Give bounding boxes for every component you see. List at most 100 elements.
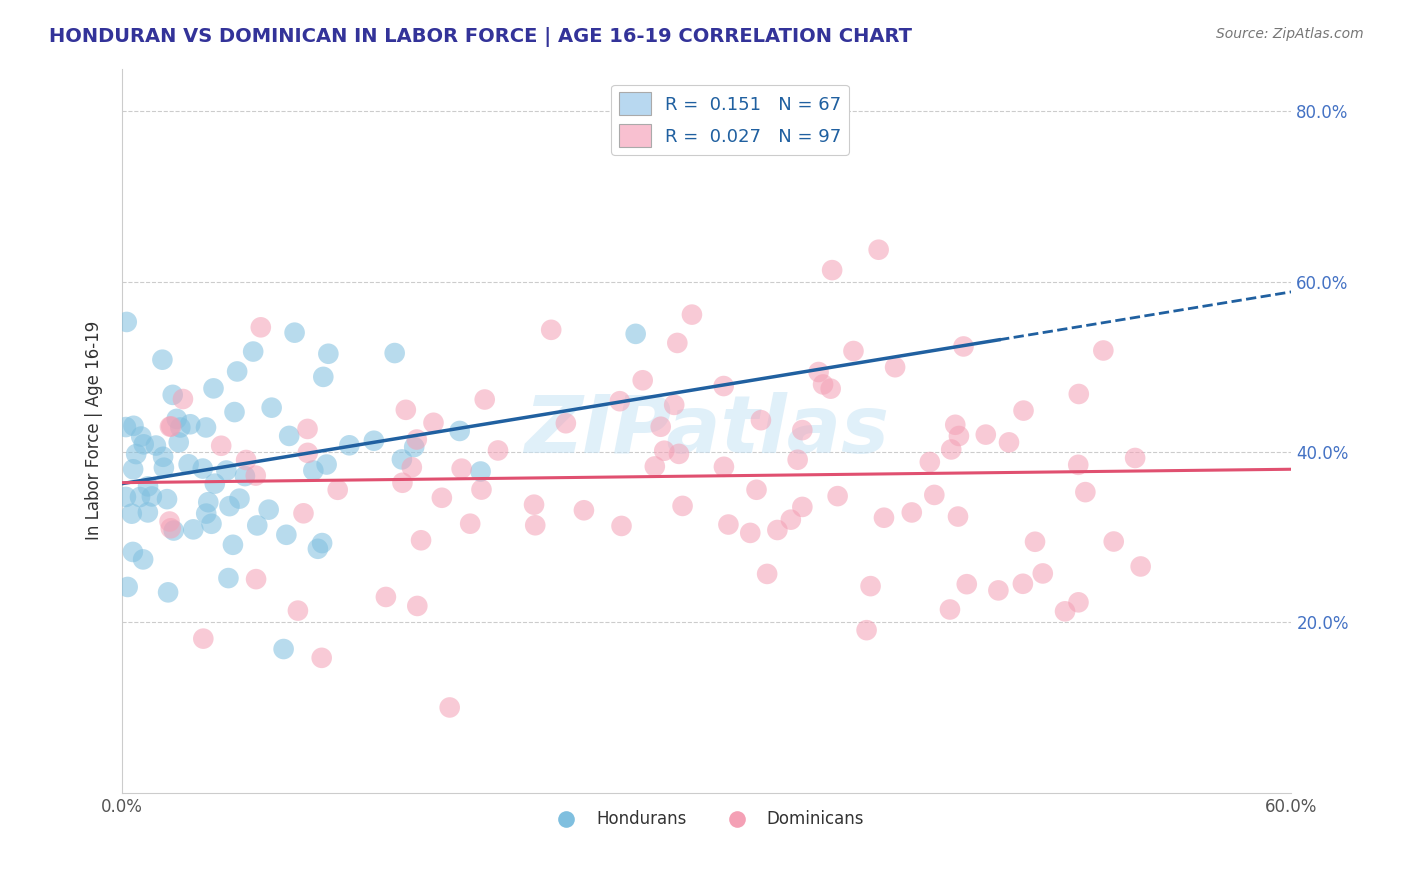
Point bbox=[1032, 566, 1054, 581]
Point bbox=[122, 418, 145, 433]
Point bbox=[631, 373, 654, 387]
Point bbox=[1123, 450, 1146, 465]
Point bbox=[249, 320, 271, 334]
Point bbox=[766, 523, 789, 537]
Point bbox=[430, 491, 453, 505]
Point bbox=[163, 524, 186, 538]
Point bbox=[713, 459, 735, 474]
Point bbox=[1102, 534, 1125, 549]
Point bbox=[749, 413, 772, 427]
Point bbox=[554, 416, 576, 430]
Point bbox=[1067, 387, 1090, 401]
Point bbox=[156, 492, 179, 507]
Point bbox=[311, 650, 333, 665]
Point bbox=[943, 417, 966, 432]
Point bbox=[395, 402, 418, 417]
Point bbox=[260, 401, 283, 415]
Point bbox=[666, 335, 689, 350]
Point bbox=[179, 417, 201, 432]
Point bbox=[470, 465, 492, 479]
Legend: Hondurans, Dominicans: Hondurans, Dominicans bbox=[543, 804, 870, 835]
Text: Source: ZipAtlas.com: Source: ZipAtlas.com bbox=[1216, 27, 1364, 41]
Text: HONDURAN VS DOMINICAN IN LABOR FORCE | AGE 16-19 CORRELATION CHART: HONDURAN VS DOMINICAN IN LABOR FORCE | A… bbox=[49, 27, 912, 46]
Point bbox=[197, 495, 219, 509]
Point bbox=[820, 382, 842, 396]
Point bbox=[807, 365, 830, 379]
Point bbox=[1053, 604, 1076, 618]
Point bbox=[125, 447, 148, 461]
Point bbox=[284, 326, 307, 340]
Point bbox=[326, 483, 349, 497]
Point bbox=[842, 344, 865, 359]
Point bbox=[297, 422, 319, 436]
Point bbox=[1012, 403, 1035, 417]
Point bbox=[391, 452, 413, 467]
Point bbox=[159, 521, 181, 535]
Point bbox=[297, 446, 319, 460]
Point bbox=[115, 420, 138, 434]
Point bbox=[391, 475, 413, 490]
Point bbox=[302, 463, 325, 477]
Point bbox=[257, 502, 280, 516]
Point bbox=[204, 476, 226, 491]
Point bbox=[668, 447, 690, 461]
Point bbox=[855, 623, 877, 637]
Point bbox=[209, 439, 232, 453]
Point bbox=[572, 503, 595, 517]
Point bbox=[311, 536, 333, 550]
Text: ZIPatlas: ZIPatlas bbox=[524, 392, 889, 469]
Point bbox=[609, 394, 631, 409]
Point bbox=[486, 443, 509, 458]
Point bbox=[122, 462, 145, 476]
Point bbox=[671, 499, 693, 513]
Point bbox=[1012, 576, 1035, 591]
Point bbox=[652, 443, 675, 458]
Point bbox=[740, 525, 762, 540]
Point bbox=[650, 419, 672, 434]
Point bbox=[218, 499, 240, 513]
Point bbox=[117, 580, 139, 594]
Point bbox=[152, 450, 174, 464]
Point bbox=[449, 424, 471, 438]
Point bbox=[884, 360, 907, 375]
Point bbox=[786, 452, 808, 467]
Point bbox=[177, 457, 200, 471]
Point bbox=[226, 364, 249, 378]
Point bbox=[318, 347, 340, 361]
Point bbox=[202, 381, 225, 395]
Point bbox=[121, 545, 143, 559]
Point bbox=[129, 429, 152, 443]
Point bbox=[169, 420, 191, 434]
Point bbox=[624, 326, 647, 341]
Point bbox=[987, 583, 1010, 598]
Point bbox=[941, 442, 963, 457]
Point bbox=[681, 308, 703, 322]
Point bbox=[224, 405, 246, 419]
Point bbox=[1067, 458, 1090, 472]
Point bbox=[136, 479, 159, 493]
Point bbox=[811, 377, 834, 392]
Point bbox=[384, 346, 406, 360]
Point bbox=[121, 507, 143, 521]
Point bbox=[215, 463, 238, 477]
Point bbox=[974, 427, 997, 442]
Point bbox=[129, 490, 152, 504]
Point bbox=[191, 461, 214, 475]
Point bbox=[1129, 559, 1152, 574]
Point bbox=[792, 423, 814, 437]
Point bbox=[162, 388, 184, 402]
Point bbox=[132, 552, 155, 566]
Point bbox=[363, 434, 385, 448]
Point bbox=[172, 392, 194, 406]
Point bbox=[405, 433, 427, 447]
Point bbox=[1024, 534, 1046, 549]
Point bbox=[181, 522, 204, 536]
Point bbox=[228, 491, 250, 506]
Point bbox=[948, 429, 970, 443]
Point bbox=[245, 468, 267, 483]
Point bbox=[664, 398, 686, 412]
Point bbox=[610, 519, 633, 533]
Point bbox=[246, 518, 269, 533]
Point bbox=[159, 419, 181, 434]
Point bbox=[307, 541, 329, 556]
